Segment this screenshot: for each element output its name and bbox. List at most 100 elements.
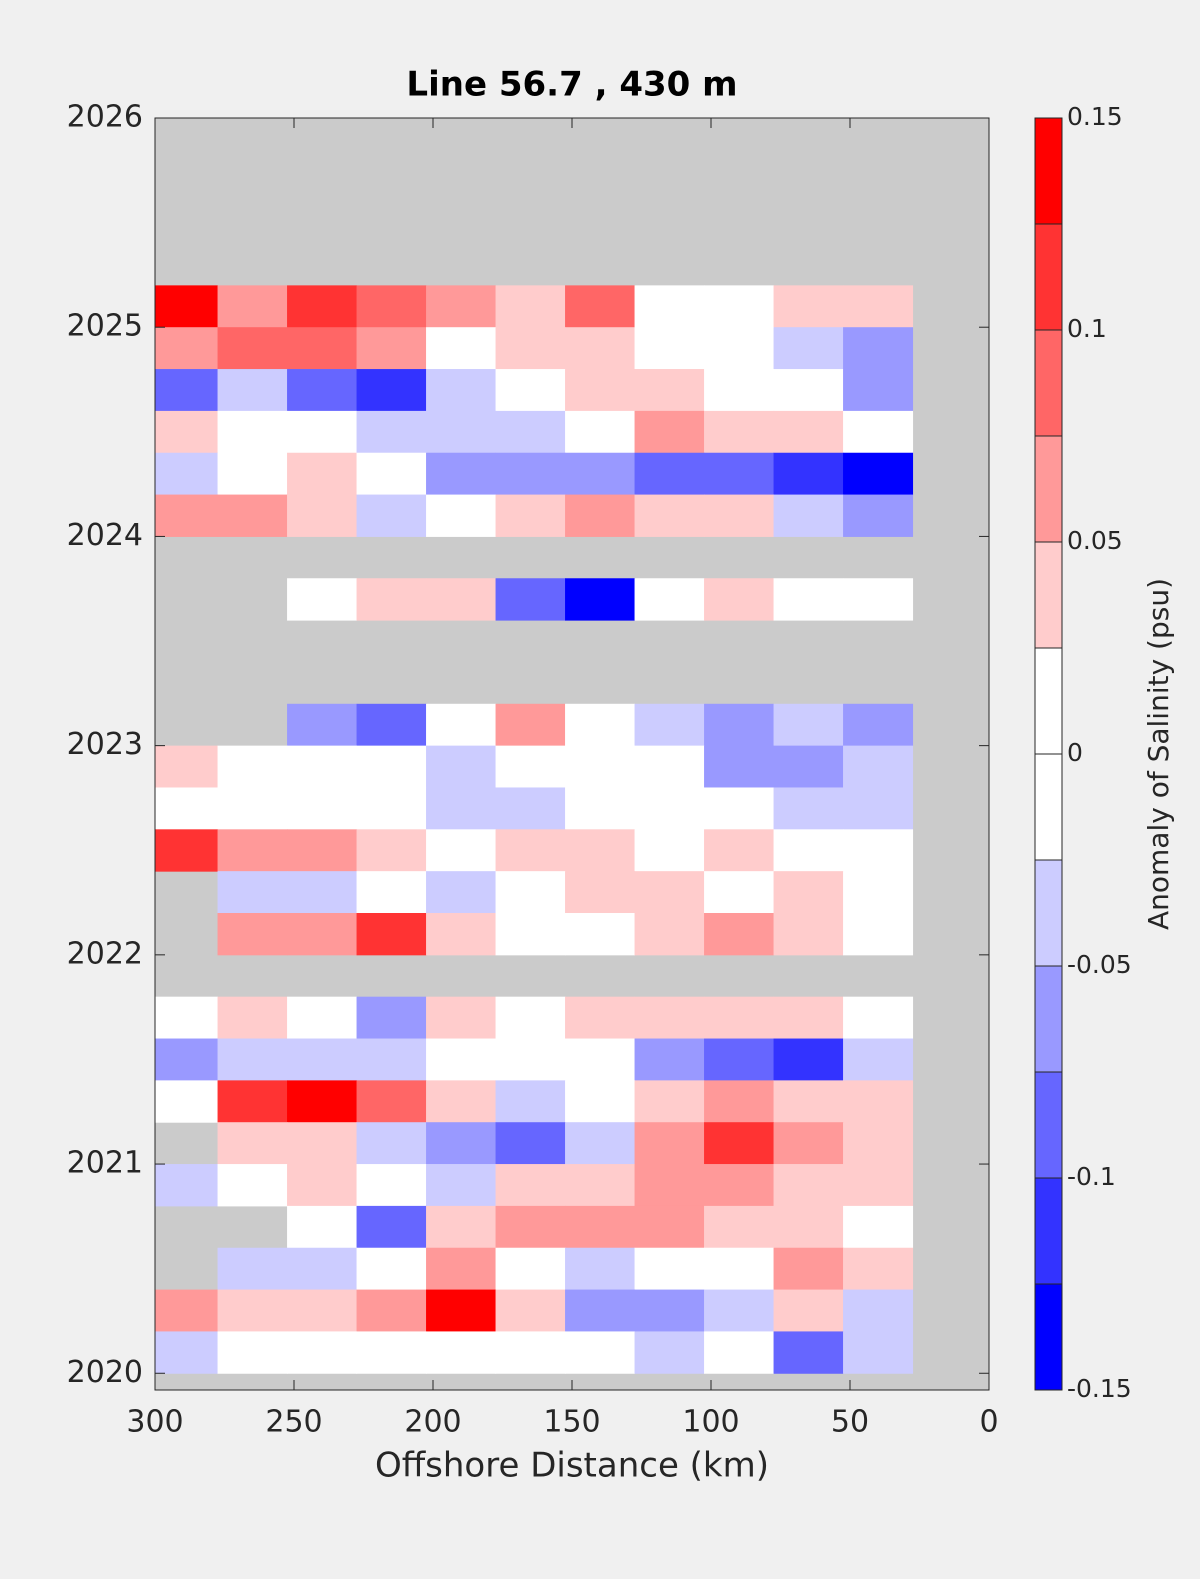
contour-cell [704,745,775,788]
contour-cell [217,1247,288,1291]
contour-cell [426,452,497,496]
contour-cell [155,745,219,788]
colorbar-swatch [1035,330,1062,436]
contour-cell [356,996,427,1040]
colorbar-swatch [1035,436,1062,542]
contour-cell [773,913,844,956]
contour-cell [565,494,636,537]
colorbar-swatch [1035,542,1062,648]
contour-cell [217,452,288,496]
contour-cell [634,1289,705,1332]
contour-cell [565,1122,636,1165]
contour-cell [773,1038,844,1081]
contour-cell [155,1289,219,1332]
contour-cell [426,996,497,1040]
contour-cell [843,787,914,830]
contour-cell [704,1331,775,1374]
contour-cell [843,871,914,914]
contour-cell [843,578,914,621]
contour-cell [565,1205,636,1249]
contour-cell [217,1122,288,1165]
colorbar-swatch [1035,1284,1062,1390]
contour-cell [773,996,844,1040]
contour-cell [287,1164,358,1207]
contour-cell [217,369,288,412]
contour-cell [217,285,288,328]
contour-cell [843,745,914,788]
contour-cell [287,1122,358,1165]
x-tick-label: 100 [682,1405,739,1440]
x-tick-label: 250 [265,1405,322,1440]
contour-cell [426,871,497,914]
contour-cell [426,829,497,872]
contour-cell [426,1038,497,1081]
colorbar-swatch [1035,754,1062,860]
contour-cell [426,703,497,747]
contour-cell [426,1331,497,1374]
contour-cell [843,1331,914,1374]
contour-cell [843,1164,914,1207]
contour-cell [704,1080,775,1123]
contour-cell [634,1122,705,1165]
contour-cell [356,1205,427,1249]
contour-cell [495,1289,566,1332]
contour-cell [565,787,636,830]
contour-cell [634,1247,705,1291]
contour-cell [843,1080,914,1123]
contour-cell [356,829,427,872]
contour-cell [495,410,566,454]
contour-cell [565,745,636,788]
x-tick-label: 50 [831,1405,869,1440]
contour-cell [287,452,358,496]
contour-cell [287,369,358,412]
contour-cell [773,369,844,412]
contour-cell [495,1247,566,1291]
y-tick-label: 2026 [67,100,143,135]
contour-cell [217,1080,288,1123]
contour-cell [356,410,427,454]
contour-cell [773,410,844,454]
contour-cell [155,787,219,830]
contour-cell [155,1164,219,1207]
contour-cell [155,452,219,496]
contour-cell [356,1038,427,1081]
contour-cell [634,1080,705,1123]
contour-cell [217,1331,288,1374]
contour-cell [843,1205,914,1249]
colorbar-swatch [1035,860,1062,966]
contour-cell [217,1038,288,1081]
contour-cell [155,494,219,537]
contour-cell [287,410,358,454]
contour-cell [843,996,914,1040]
contour-cell [843,452,914,496]
contour-cell [843,913,914,956]
contour-cell [704,1122,775,1165]
y-tick-label: 2022 [67,936,143,971]
contour-cell [155,285,219,328]
contour-cell [704,1038,775,1081]
contour-cell [773,327,844,370]
contour-cell [217,829,288,872]
contour-cell [565,1038,636,1081]
contour-cell [773,578,844,621]
contour-cell [495,285,566,328]
contour-cell [356,1289,427,1332]
colorbar-tick-label: -0.05 [1067,950,1132,979]
contour-cell [356,1331,427,1374]
y-tick-label: 2024 [67,518,143,553]
contour-cell [356,1080,427,1123]
contour-cell [287,1080,358,1123]
contour-cell [565,996,636,1040]
colorbar-tick-label: 0.1 [1067,314,1107,343]
contour-cell [704,1164,775,1207]
contour-cell [495,787,566,830]
contour-cell [356,452,427,496]
contour-cell [287,871,358,914]
contour-cell [843,494,914,537]
contour-cell [287,1038,358,1081]
contour-cell [704,494,775,537]
contour-cell [356,913,427,956]
contour-cell [843,1122,914,1165]
contour-cell [155,829,219,872]
contour-cell [495,1205,566,1249]
